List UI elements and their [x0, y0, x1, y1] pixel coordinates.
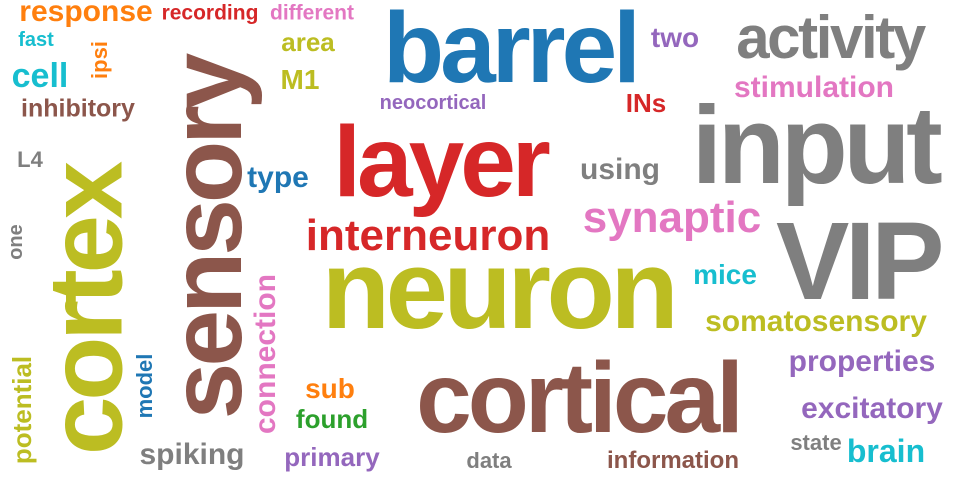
word-stimulation: stimulation: [733, 71, 895, 104]
word-sensory: sensory: [149, 56, 263, 420]
word-mice: mice: [693, 259, 757, 290]
word-cell: cell: [11, 57, 69, 95]
word-area: area: [281, 27, 335, 57]
word-cortex: cortex: [27, 165, 145, 455]
word-using: using: [580, 153, 660, 186]
word-synaptic: synaptic: [582, 193, 762, 242]
word-state: state: [790, 430, 842, 455]
word-different: different: [270, 1, 354, 25]
word-neocortical: neocortical: [379, 92, 487, 114]
word-recording: recording: [161, 1, 259, 25]
word-properties: properties: [788, 345, 936, 378]
word-response: response: [19, 0, 153, 28]
word-model: model: [132, 353, 157, 419]
word-input: input: [691, 84, 943, 207]
word-L4: L4: [17, 147, 43, 172]
word-found: found: [295, 404, 369, 434]
word-cortical: cortical: [416, 342, 744, 454]
word-type: type: [247, 161, 309, 194]
word-interneuron: interneuron: [305, 211, 551, 260]
word-excitatory: excitatory: [801, 392, 943, 425]
word-VIP: VIP: [775, 200, 945, 323]
word-barrel: barrel: [383, 0, 641, 104]
word-spiking: spiking: [139, 438, 245, 471]
word-activity: activity: [736, 4, 926, 71]
word-ipsi: ipsi: [87, 41, 112, 79]
word-inhibitory: inhibitory: [21, 94, 135, 123]
word-brain: brain: [846, 433, 926, 469]
word-fast: fast: [18, 29, 54, 51]
word-M1: M1: [280, 64, 320, 95]
word-neuron: neuron: [321, 227, 679, 352]
word-two: two: [650, 22, 700, 53]
word-information: information: [607, 447, 739, 474]
word-primary: primary: [284, 442, 380, 472]
word-somatosensory: somatosensory: [705, 305, 927, 338]
word-connection: connection: [249, 273, 282, 435]
word-one: one: [5, 224, 27, 260]
word-layer: layer: [333, 106, 551, 218]
word-sub: sub: [305, 373, 355, 404]
word-potential: potential: [7, 355, 37, 465]
word-data: data: [466, 448, 512, 473]
word-INs: INs: [625, 88, 667, 118]
